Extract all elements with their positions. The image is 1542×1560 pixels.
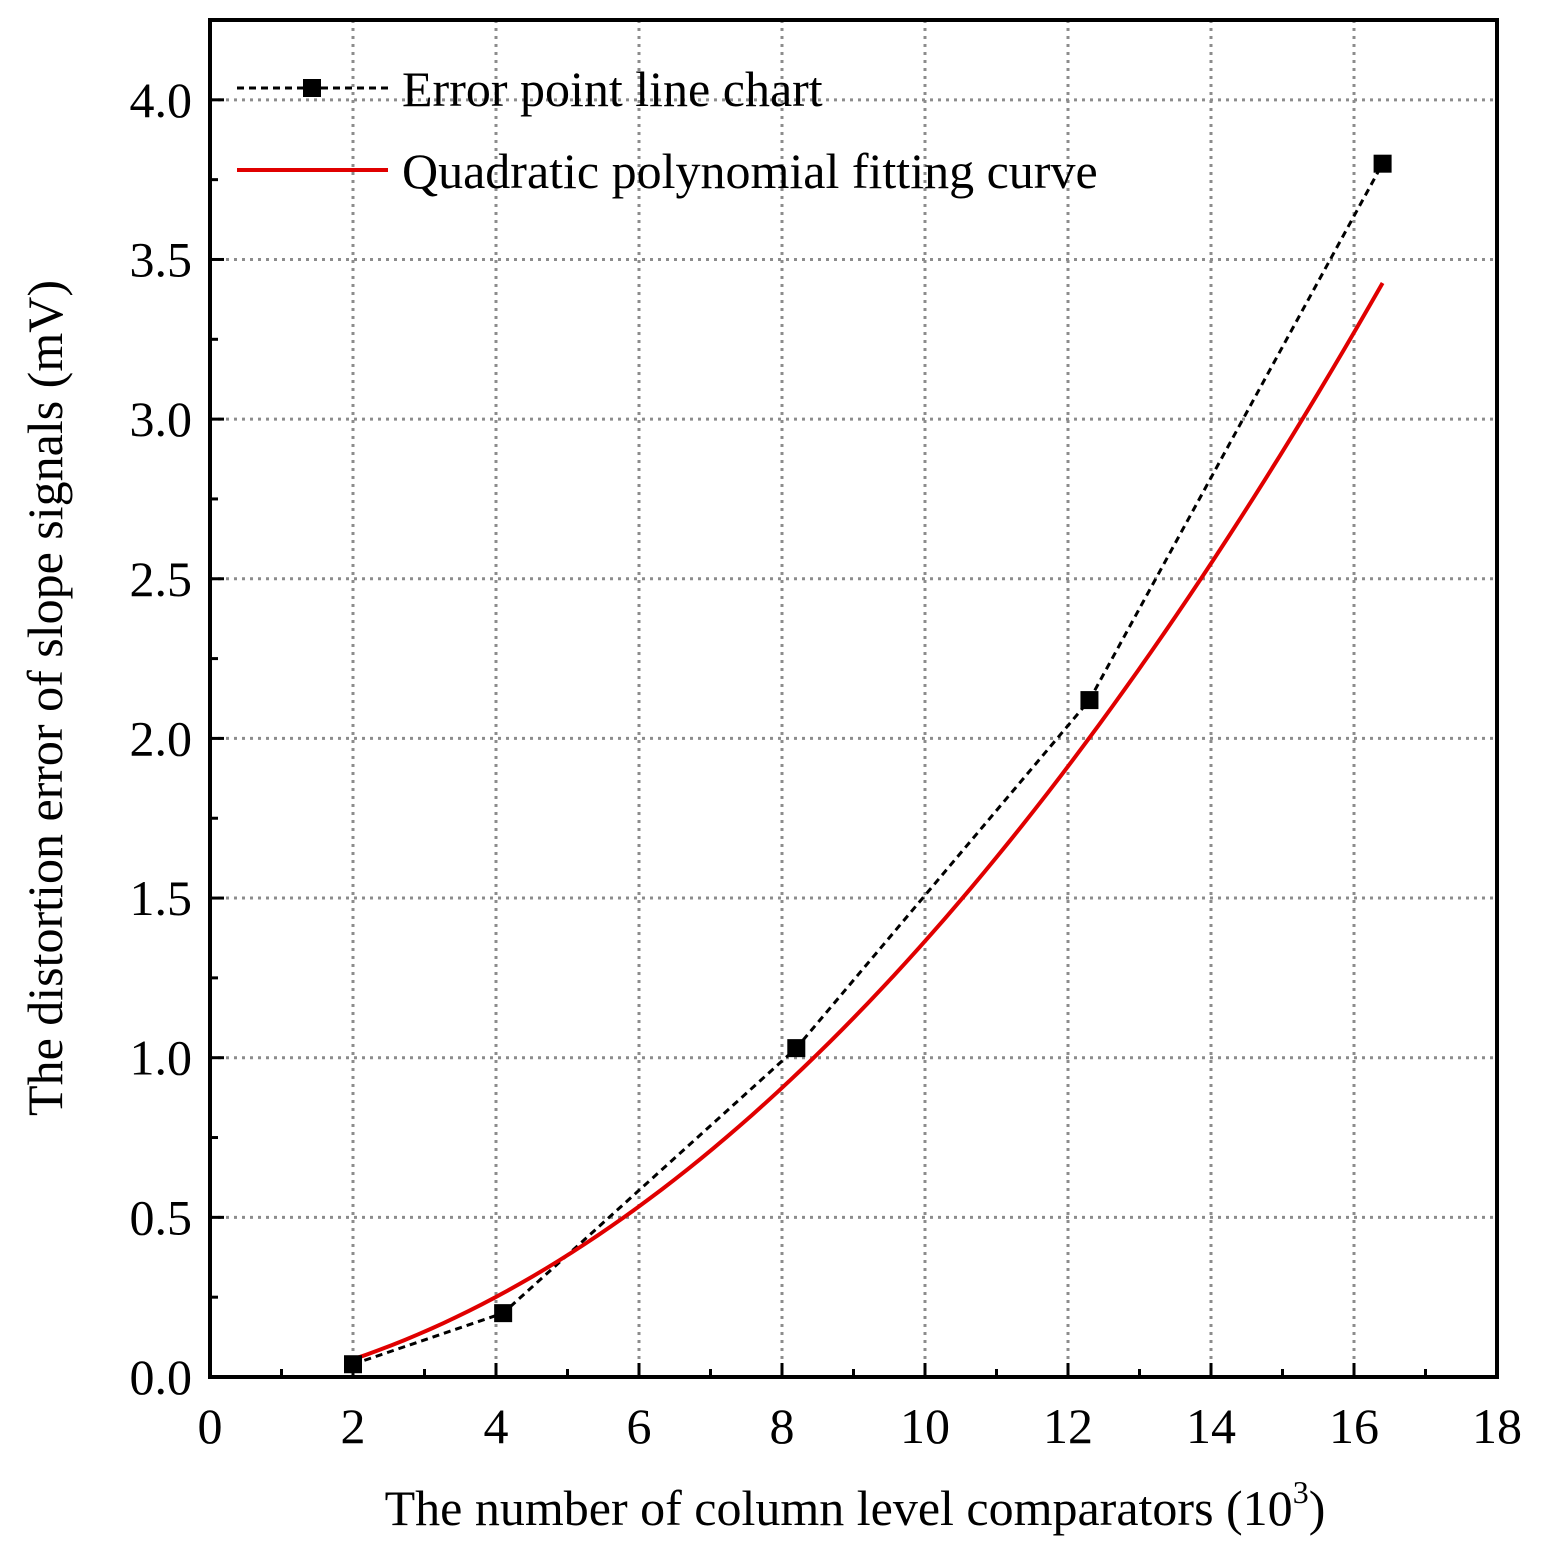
x-tick-label: 0 — [198, 1398, 223, 1454]
x-tick-label: 6 — [627, 1398, 652, 1454]
x-tick-label: 14 — [1186, 1398, 1236, 1454]
y-axis-label: The distortion error of slope signals (m… — [17, 280, 73, 1116]
x-axis-label-close: ) — [1309, 1480, 1326, 1536]
x-tick-label: 12 — [1043, 1398, 1093, 1454]
data-point-marker — [1373, 154, 1392, 173]
y-tick-label: 4.0 — [130, 72, 193, 128]
x-tick-label: 4 — [484, 1398, 509, 1454]
data-point-marker — [494, 1304, 513, 1323]
x-tick-label: 16 — [1329, 1398, 1379, 1454]
legend: Error point line chart Quadratic polynom… — [237, 61, 1098, 199]
data-point-marker — [787, 1039, 806, 1058]
ticks — [208, 98, 1499, 1379]
legend-label-fitting-curve: Quadratic polynomial fitting curve — [402, 143, 1098, 199]
y-tick-label: 1.5 — [130, 870, 193, 926]
x-axis-label-main: The number of column level comparators (… — [385, 1480, 1293, 1536]
y-tick-label: 2.5 — [130, 551, 193, 607]
x-tick-label: 8 — [770, 1398, 795, 1454]
tick-labels: 0 2 4 6 8 10 12 14 16 18 0.0 0.5 1.0 1.5 2.0 2.5 3.0 3.5 4… — [130, 72, 1523, 1454]
data-point-marker — [1080, 691, 1099, 710]
series-fitting-curve — [352, 281, 1385, 1362]
y-tick-label: 3.5 — [130, 231, 193, 287]
y-tick-label: 3.0 — [130, 391, 193, 447]
x-axis-label-superscript: 3 — [1293, 1474, 1309, 1510]
y-tick-label: 2.0 — [130, 710, 193, 766]
series-layer — [344, 154, 1392, 1374]
grid — [210, 20, 1497, 1377]
legend-label-error-points: Error point line chart — [402, 61, 823, 117]
y-tick-label: 1.0 — [130, 1030, 193, 1086]
x-tick-label: 2 — [341, 1398, 366, 1454]
y-tick-label: 0.5 — [130, 1189, 193, 1245]
x-axis-label: The number of column level comparators (… — [385, 1474, 1326, 1536]
x-tick-label: 18 — [1472, 1398, 1522, 1454]
legend-marker-square — [303, 79, 321, 97]
y-tick-label: 0.0 — [130, 1349, 193, 1405]
x-tick-label: 10 — [900, 1398, 950, 1454]
plot-frame — [208, 18, 1499, 1379]
series-error-points-line — [352, 162, 1384, 1366]
